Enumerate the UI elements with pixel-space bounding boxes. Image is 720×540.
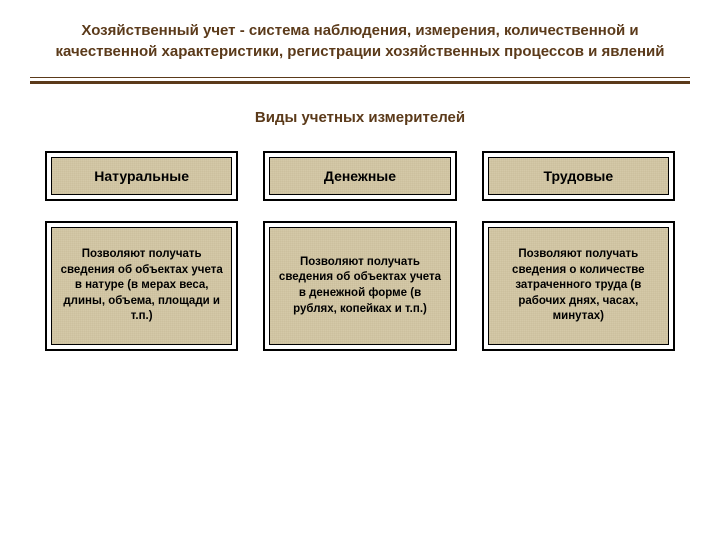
divider xyxy=(0,77,720,84)
header-box-monetary: Денежные xyxy=(263,151,456,201)
header-label: Денежные xyxy=(269,157,450,195)
desc-text: Позволяют получать сведения о количестве… xyxy=(488,227,669,345)
header-label: Натуральные xyxy=(51,157,232,195)
desc-box-natural: Позволяют получать сведения об объектах … xyxy=(45,221,238,351)
header-box-natural: Натуральные xyxy=(45,151,238,201)
divider-thick xyxy=(30,81,690,84)
desc-text: Позволяют получать сведения об объектах … xyxy=(269,227,450,345)
column-labor: Трудовые Позволяют получать сведения о к… xyxy=(482,151,675,351)
subtitle: Виды учетных измерителей xyxy=(0,109,720,126)
column-monetary: Денежные Позволяют получать сведения об … xyxy=(263,151,456,351)
header-label: Трудовые xyxy=(488,157,669,195)
columns-container: Натуральные Позволяют получать сведения … xyxy=(0,151,720,351)
column-natural: Натуральные Позволяют получать сведения … xyxy=(45,151,238,351)
header-box-labor: Трудовые xyxy=(482,151,675,201)
desc-text: Позволяют получать сведения об объектах … xyxy=(51,227,232,345)
desc-box-monetary: Позволяют получать сведения об объектах … xyxy=(263,221,456,351)
desc-box-labor: Позволяют получать сведения о количестве… xyxy=(482,221,675,351)
main-title: Хозяйственный учет - система наблюдения,… xyxy=(0,0,720,77)
divider-thin xyxy=(30,77,690,78)
